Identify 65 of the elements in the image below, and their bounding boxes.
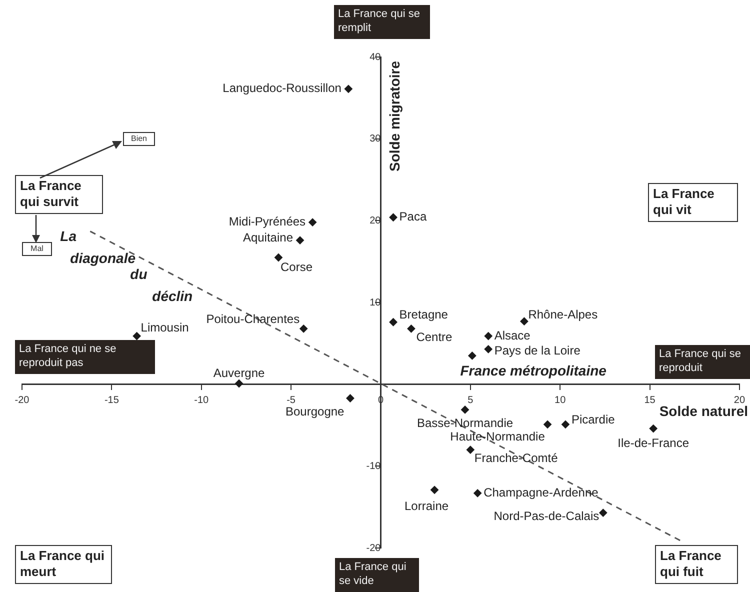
point <box>520 317 528 326</box>
point <box>132 332 141 340</box>
point <box>235 380 244 388</box>
series-label: Paca <box>399 210 427 224</box>
point <box>389 213 398 222</box>
caption-box: Bien <box>123 132 155 146</box>
series-label: Bretagne <box>399 307 448 322</box>
caption-box: La France qui se vide <box>335 558 419 592</box>
caption-box: La France qui meurt <box>15 545 112 584</box>
series-label: Picardie <box>571 412 616 427</box>
series-label: France métropolitaine <box>460 362 607 379</box>
point <box>430 486 439 494</box>
point <box>300 324 308 333</box>
series-label: Poitou-Charentes <box>206 312 300 326</box>
point <box>461 406 470 414</box>
caption-box: La France qui se remplit <box>334 5 430 38</box>
x-tick-label: 5 <box>468 395 474 406</box>
caption-box: La France qui ne se reproduit pas <box>15 340 155 374</box>
point <box>308 218 317 226</box>
series-label: Haute-Normandie <box>450 430 546 444</box>
point <box>389 318 398 326</box>
series-label: Corse <box>280 260 313 274</box>
point <box>468 352 476 360</box>
series-label: Rhône-Alpes <box>528 308 598 322</box>
point <box>474 489 482 498</box>
point <box>466 446 474 454</box>
series-label: Languedoc-Roussillon <box>222 81 342 96</box>
series-label: Champagne-Ardenne <box>484 485 599 500</box>
caption-box: La France qui se reproduit <box>655 345 750 378</box>
x-tick-label: -5 <box>286 395 296 406</box>
series-label: Centre <box>416 330 453 344</box>
point <box>296 236 304 244</box>
point <box>484 332 492 340</box>
series-label: Franche-Comté <box>474 451 558 466</box>
x-tick-label: -20 <box>14 395 30 406</box>
x-tick-label: 10 <box>554 395 566 406</box>
caption-box: La France qui survit <box>15 175 103 214</box>
point <box>599 508 608 517</box>
point <box>544 420 552 428</box>
series-label: Midi-Pyrénées <box>228 214 306 229</box>
series-label: Aquitaine <box>242 230 294 245</box>
x-tick-label: -10 <box>194 395 210 406</box>
series-label: Auvergne <box>213 366 266 380</box>
point <box>649 424 658 433</box>
point <box>274 253 282 262</box>
series-label: Nord-Pas-de-Calais <box>494 509 600 524</box>
caption-box: La France qui vit <box>648 183 738 222</box>
series-label: Lorraine <box>404 499 449 514</box>
series-label: Limousin <box>140 320 189 334</box>
caption-box: Mal <box>22 242 52 256</box>
point <box>344 84 352 93</box>
series-label: Basse-Normandie <box>416 416 514 430</box>
point <box>346 394 354 402</box>
point <box>561 420 570 428</box>
point <box>484 345 492 354</box>
series-label: Bourgogne <box>286 404 345 419</box>
caption-box: La France qui fuit <box>655 545 738 584</box>
x-tick-label: -15 <box>104 395 120 406</box>
series-label: Pays de la Loire <box>494 343 581 358</box>
series-label: La diagonale du déclin <box>60 228 193 304</box>
series-label: Ile-de-France <box>618 436 690 450</box>
y-axis-title: Solde migratoire <box>386 60 403 172</box>
series-label: Alsace <box>494 328 531 342</box>
x-tick-label: 15 <box>644 395 656 406</box>
point <box>407 324 416 333</box>
